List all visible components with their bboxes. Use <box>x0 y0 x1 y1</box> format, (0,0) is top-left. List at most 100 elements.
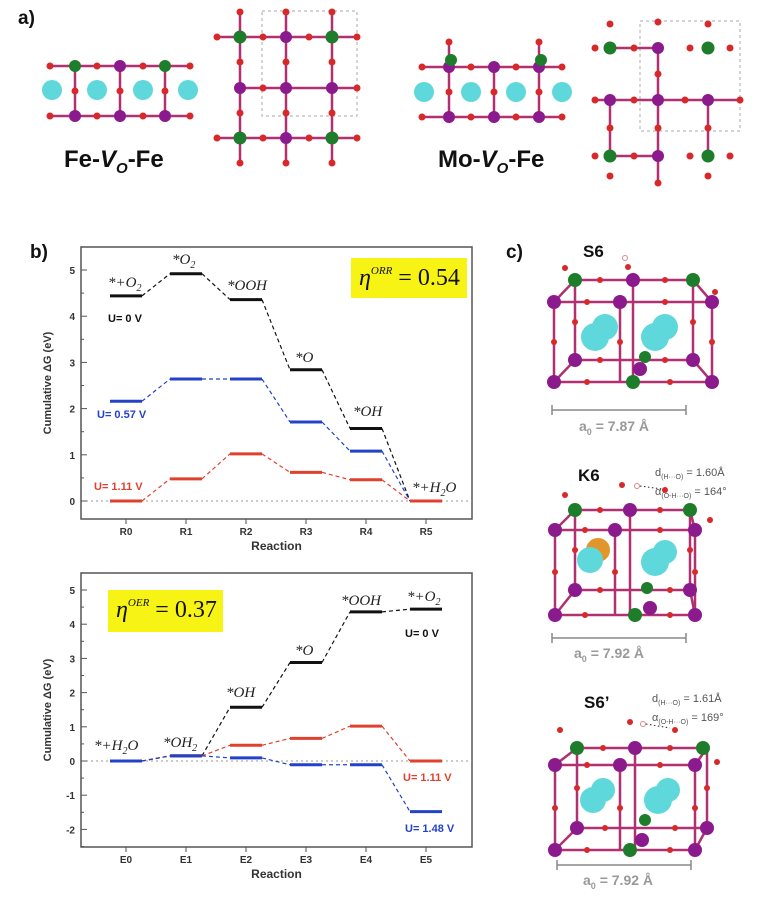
plot-frame <box>80 246 473 520</box>
x-tick-label: E0 <box>120 855 133 866</box>
a0-symbol: a <box>574 645 582 661</box>
d-sub: (H···O) <box>658 700 681 708</box>
a0-sub: 0 <box>590 880 596 891</box>
y-tick-label: 4 <box>69 620 75 631</box>
d-symbol: d <box>655 467 662 479</box>
s6-prime-structure <box>548 719 720 857</box>
series-label: U= 1.11 V <box>403 772 452 784</box>
alpha-sub: (O-H···O) <box>661 493 692 501</box>
y-tick-label: 1 <box>69 723 75 734</box>
s6-scale-bar <box>551 405 687 415</box>
connector-line <box>201 707 231 757</box>
y-tick-label: 1 <box>69 451 75 462</box>
connector-line <box>381 479 411 502</box>
x-tick-label: E3 <box>300 855 313 866</box>
connector-line <box>321 611 351 663</box>
label-v: V <box>100 146 117 173</box>
fe-vo-fe-top-view <box>213 8 361 167</box>
connector-line <box>381 608 411 613</box>
alpha-symbol: α <box>652 712 659 725</box>
connector-line <box>141 273 171 297</box>
connector-line <box>261 737 291 746</box>
connector-line <box>381 725 411 762</box>
intermediate-label: *OOH <box>341 593 382 609</box>
x-axis-label: Reaction <box>251 539 302 553</box>
intermediate-label: *O <box>295 350 314 366</box>
x-tick-label: E4 <box>360 855 373 866</box>
fe-vo-fe-label: Fe-VO-Fe <box>64 146 164 177</box>
connector-line <box>201 273 231 301</box>
intermediate-label: *+O2​ <box>407 589 440 608</box>
a0-value: = 7.87 Å <box>591 418 650 434</box>
s6-prime-alpha-row: α(O-H···O) = 169° <box>652 711 724 730</box>
a0-value: = 7.92 Å <box>586 645 645 661</box>
y-tick-label: 5 <box>69 586 75 597</box>
connector-line <box>321 369 351 429</box>
intermediate-label: *OH <box>226 685 256 701</box>
series-label: U= 1.48 V <box>405 823 455 835</box>
y-tick-label: -2 <box>66 825 75 836</box>
k6-structure <box>548 482 713 622</box>
x-tick-label: R1 <box>180 527 193 538</box>
x-tick-label: R5 <box>420 527 433 538</box>
d-symbol: d <box>652 693 659 705</box>
series-label: U= 0 V <box>405 628 440 640</box>
y-tick-label: 0 <box>69 497 75 508</box>
a0-sub: 0 <box>581 653 587 664</box>
panel-c-label: c) <box>506 242 523 263</box>
a0-symbol: a <box>583 872 591 888</box>
mo-vo-fe-top-view <box>591 18 744 187</box>
connector-line <box>201 744 231 757</box>
x-tick-label: R4 <box>360 527 373 538</box>
d-sub: (H···O) <box>661 474 684 482</box>
label-sub: O <box>116 159 128 177</box>
s6-structure <box>547 255 719 389</box>
a0-symbol: a <box>579 418 587 434</box>
connector-line <box>381 428 411 502</box>
d-value: = 1.60Å <box>686 467 725 479</box>
mo-vo-fe-label: Mo-VO-Fe <box>438 146 544 177</box>
k6-hbond-info: d(H···O) = 1.60Å α(O-H···O) = 164° <box>655 466 727 504</box>
connector-line <box>381 764 411 812</box>
series-label: U= 1.11 V <box>94 481 143 493</box>
intermediate-label: *+H2​O <box>412 480 456 499</box>
x-tick-label: E2 <box>240 855 253 866</box>
d-value: = 1.61Å <box>683 693 722 705</box>
alpha-value: = 169° <box>691 712 724 725</box>
x-tick-label: R2 <box>240 527 253 538</box>
label-sub: O <box>496 159 509 177</box>
x-tick-label: R0 <box>120 527 133 538</box>
y-tick-label: 3 <box>69 654 75 665</box>
y-tick-label: 2 <box>69 405 75 416</box>
connector-line <box>261 453 291 473</box>
alpha-value: = 164° <box>694 486 727 499</box>
y-tick-label: 2 <box>69 689 75 700</box>
panel-b-label: b) <box>30 242 48 263</box>
overpotential-label: ηOER = 0.37 <box>116 597 217 623</box>
label-post: -Fe <box>127 146 164 173</box>
panel-a-label: a) <box>18 8 35 29</box>
label-post: -Fe <box>508 146 545 173</box>
overpotential-box <box>351 258 467 298</box>
connector-line <box>141 755 171 762</box>
series-u-1-11-v <box>110 452 442 503</box>
connector-line <box>201 755 231 759</box>
s6-prime-lattice-constant: a0 = 7.92 Å <box>583 872 653 891</box>
a0-value: = 7.92 Å <box>595 872 654 888</box>
y-axis-label: Cumulative ΔG (eV) <box>42 331 54 434</box>
connector-line <box>141 378 171 402</box>
intermediate-label: *+H2​O <box>94 738 138 757</box>
connector-line <box>321 725 351 739</box>
s6-prime-d-row: d(H···O) = 1.61Å <box>652 692 724 711</box>
y-tick-label: 5 <box>69 266 75 277</box>
connector-line <box>261 299 291 371</box>
y-tick-label: 3 <box>69 358 75 369</box>
intermediate-label: *OH2​ <box>163 735 197 754</box>
k6-title: K6 <box>578 466 600 485</box>
a0-sub: 0 <box>586 426 592 437</box>
connector-line <box>141 478 171 502</box>
alpha-sub: (O-H···O) <box>658 719 689 727</box>
series-u-1-11-v <box>110 724 442 763</box>
label-pre: Fe- <box>64 146 100 173</box>
k6-alpha-row: α(O-H···O) = 164° <box>655 485 727 504</box>
